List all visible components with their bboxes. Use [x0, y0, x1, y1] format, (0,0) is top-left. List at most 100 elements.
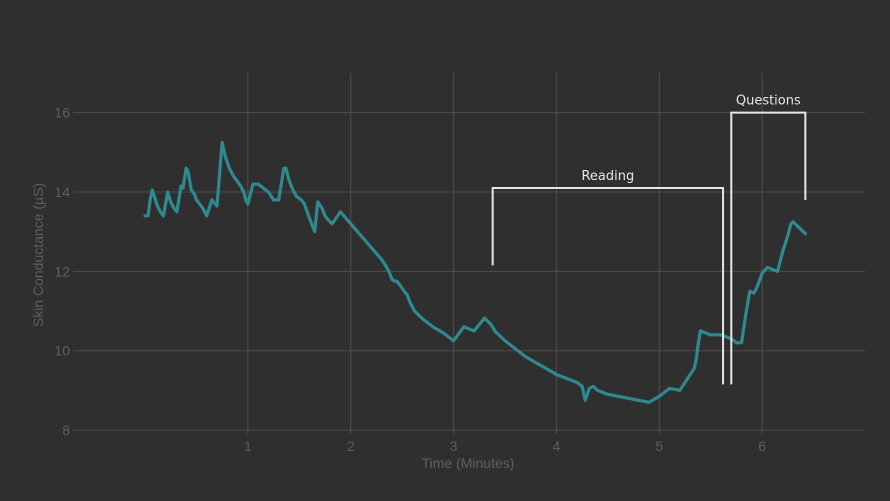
data-point-0-106 [699, 329, 702, 333]
data-point-0-101 [678, 389, 682, 392]
data-point-0-92 [596, 389, 599, 392]
data-point-0-111 [735, 341, 738, 345]
data-point-0-85 [555, 373, 558, 376]
data-point-0-130 [804, 232, 807, 235]
data-point-0-74 [462, 325, 466, 329]
data-point-0-107 [704, 331, 707, 335]
annotation-bracket-questions [730, 111, 807, 385]
data-point-0-56 [349, 222, 353, 226]
data-point-0-27 [228, 166, 231, 170]
data-point-0-13 [179, 184, 183, 188]
data-point-0-2 [148, 198, 152, 202]
annotation-label-questions: Questions [736, 94, 801, 109]
data-point-0-128 [799, 228, 803, 231]
data-point-0-55 [339, 210, 342, 214]
data-point-0-29 [235, 178, 238, 182]
data-point-0-100 [668, 387, 671, 390]
data-point-0-77 [488, 321, 491, 325]
data-point-0-24 [215, 204, 219, 208]
data-point-0-50 [316, 200, 320, 204]
y-tick-label-2: 12 [54, 263, 70, 279]
data-point-0-82 [524, 355, 527, 358]
data-point-0-122 [786, 234, 790, 237]
data-point-0-93 [601, 391, 605, 394]
data-point-0-44 [294, 194, 298, 198]
data-point-0-26 [223, 155, 227, 158]
data-point-0-47 [307, 214, 310, 218]
data-point-0-30 [239, 184, 242, 188]
data-point-0-49 [313, 230, 317, 233]
data-point-0-109 [719, 333, 723, 337]
data-point-0-127 [797, 226, 801, 230]
data-point-0-39 [277, 198, 281, 202]
data-point-0-88 [580, 385, 584, 388]
data-point-0-94 [606, 393, 610, 396]
data-point-0-28 [232, 174, 235, 178]
data-point-0-4 [152, 194, 156, 198]
data-point-0-33 [246, 202, 250, 206]
data-point-0-103 [692, 367, 696, 370]
x-axis-label: Time (Minutes) [422, 455, 515, 471]
data-point-0-118 [765, 266, 769, 269]
data-point-0-96 [627, 396, 630, 400]
data-point-0-120 [776, 270, 779, 273]
data-point-0-6 [159, 210, 162, 214]
data-point-0-67 [405, 293, 409, 297]
data-point-0-3 [150, 188, 154, 192]
data-point-0-121 [781, 250, 785, 253]
data-point-0-124 [791, 220, 795, 224]
data-point-0-7 [162, 214, 165, 218]
data-point-0-53 [326, 218, 330, 222]
data-point-0-46 [303, 202, 306, 206]
data-point-0-71 [431, 325, 435, 329]
data-point-0-38 [272, 198, 275, 202]
data-point-0-52 [323, 214, 327, 218]
data-point-0-37 [267, 190, 270, 194]
data-point-0-62 [390, 277, 394, 281]
data-point-0-22 [205, 214, 209, 218]
y-tick-label-0: 8 [62, 422, 70, 438]
data-point-0-89 [583, 398, 587, 402]
data-point-0-116 [755, 285, 759, 289]
data-point-0-36 [261, 186, 265, 190]
data-point-0-113 [744, 313, 747, 317]
data-point-0-117 [760, 272, 764, 275]
data-point-0-69 [413, 309, 416, 313]
data-point-0-65 [398, 283, 402, 287]
data-point-0-90 [588, 387, 591, 390]
data-point-0-87 [575, 381, 579, 384]
data-point-0-108 [709, 333, 713, 337]
data-point-0-25 [220, 141, 224, 144]
data-point-0-42 [287, 178, 291, 182]
data-point-0-66 [402, 289, 406, 293]
data-point-0-102 [688, 373, 692, 376]
x-tick-label-0: 1 [244, 438, 252, 454]
x-tick-label-5: 6 [758, 438, 766, 454]
data-point-0-63 [393, 279, 397, 283]
data-point-0-19 [195, 198, 198, 202]
data-point-0-11 [172, 206, 176, 210]
x-tick-label-2: 3 [450, 438, 458, 454]
y-axis-label: Skin Conductance (µS) [30, 183, 46, 327]
data-point-0-78 [491, 325, 494, 329]
data-point-0-105 [697, 341, 700, 345]
data-point-0-73 [452, 339, 455, 343]
data-point-0-23 [210, 198, 214, 202]
data-point-0-97 [637, 398, 641, 402]
data-point-0-70 [421, 317, 425, 321]
data-point-0-34 [251, 182, 255, 186]
data-point-0-123 [789, 222, 793, 226]
data-point-0-99 [657, 395, 661, 398]
grid-layer [73, 73, 865, 434]
data-point-0-104 [695, 357, 698, 360]
data-point-0-95 [616, 395, 620, 398]
data-point-0-125 [793, 222, 797, 226]
data-point-0-86 [565, 377, 569, 380]
data-point-0-119 [771, 268, 774, 271]
data-point-0-8 [164, 202, 167, 206]
data-point-0-51 [320, 206, 324, 210]
annotation-layer: Reading Questions [491, 94, 807, 385]
data-point-0-68 [409, 301, 412, 305]
data-point-0-75 [472, 329, 476, 333]
